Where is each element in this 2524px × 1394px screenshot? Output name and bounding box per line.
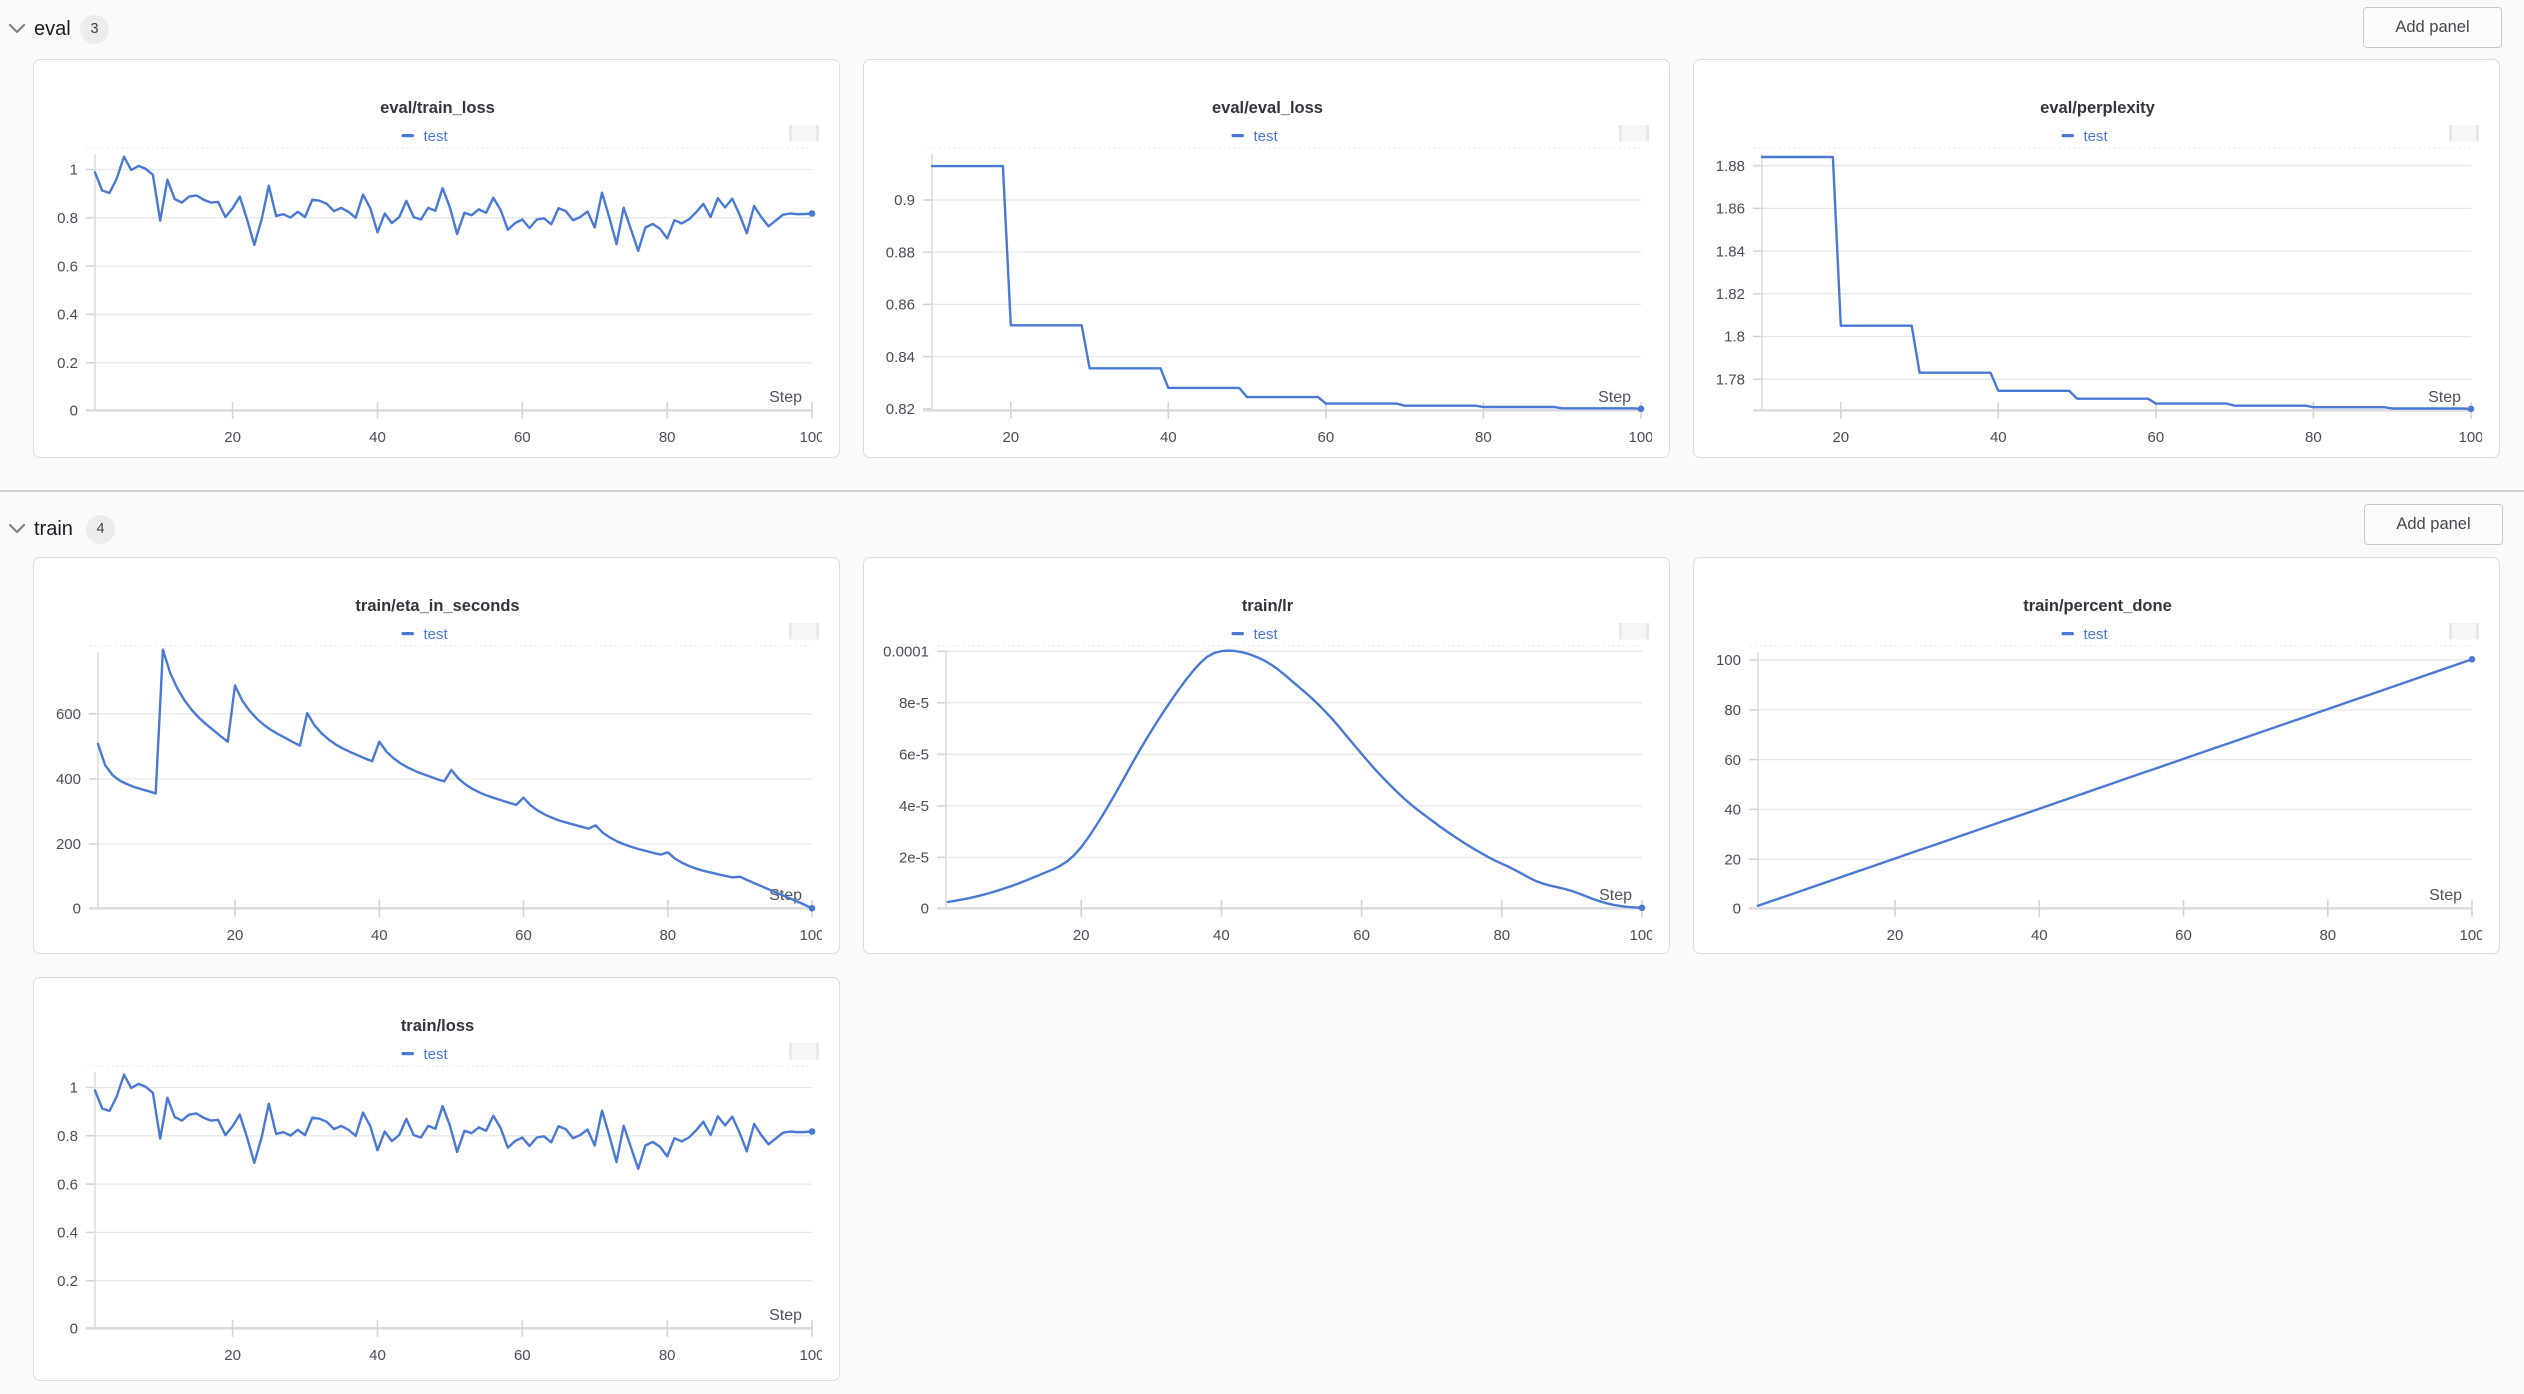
svg-text:100: 100 (799, 927, 822, 944)
svg-text:80: 80 (659, 429, 676, 446)
svg-text:eval/train_loss: eval/train_loss (380, 99, 495, 117)
svg-text:20: 20 (1887, 927, 1904, 944)
svg-text:0.2: 0.2 (57, 1273, 78, 1290)
svg-text:0.2: 0.2 (57, 355, 78, 372)
svg-text:60: 60 (515, 927, 532, 944)
svg-text:test: test (1254, 128, 1279, 145)
svg-text:0.82: 0.82 (886, 401, 915, 418)
svg-text:Step: Step (769, 389, 802, 406)
svg-text:600: 600 (56, 706, 81, 723)
svg-text:0.6: 0.6 (57, 258, 78, 275)
svg-text:4e-5: 4e-5 (899, 798, 929, 815)
svg-text:1.88: 1.88 (1716, 158, 1745, 175)
svg-text:100: 100 (1629, 927, 1652, 944)
svg-text:1.86: 1.86 (1716, 201, 1745, 218)
svg-text:100: 100 (799, 429, 822, 446)
svg-text:1.78: 1.78 (1716, 371, 1745, 388)
svg-text:200: 200 (56, 836, 81, 853)
svg-text:20: 20 (1724, 851, 1741, 868)
svg-text:20: 20 (1002, 429, 1019, 446)
svg-text:Step: Step (1598, 389, 1631, 406)
svg-text:40: 40 (1213, 927, 1230, 944)
svg-text:Step: Step (2428, 389, 2461, 406)
svg-text:60: 60 (2175, 927, 2192, 944)
svg-text:20: 20 (224, 1347, 241, 1364)
svg-text:20: 20 (1832, 429, 1849, 446)
svg-text:20: 20 (227, 927, 244, 944)
svg-text:test: test (424, 1046, 449, 1063)
svg-text:0.4: 0.4 (57, 1225, 78, 1242)
svg-text:80: 80 (1475, 429, 1492, 446)
svg-text:60: 60 (2148, 429, 2165, 446)
svg-text:100: 100 (799, 1347, 822, 1364)
svg-text:1.8: 1.8 (1724, 329, 1745, 346)
svg-text:train/percent_done: train/percent_done (2023, 597, 2172, 615)
svg-text:80: 80 (2319, 927, 2336, 944)
svg-text:100: 100 (1628, 429, 1652, 446)
svg-text:Step: Step (2429, 887, 2462, 904)
svg-text:8e-5: 8e-5 (899, 695, 929, 712)
svg-text:20: 20 (224, 429, 241, 446)
svg-text:test: test (424, 626, 449, 643)
svg-text:40: 40 (2031, 927, 2048, 944)
svg-text:40: 40 (369, 1347, 386, 1364)
svg-text:train/loss: train/loss (401, 1017, 474, 1035)
svg-text:train/eta_in_seconds: train/eta_in_seconds (355, 597, 519, 615)
svg-text:60: 60 (514, 429, 531, 446)
svg-text:1.82: 1.82 (1716, 286, 1745, 303)
svg-text:1: 1 (70, 162, 78, 179)
svg-text:0.8: 0.8 (57, 210, 78, 227)
svg-text:6e-5: 6e-5 (899, 747, 929, 764)
svg-text:80: 80 (1493, 927, 1510, 944)
svg-text:100: 100 (2458, 429, 2482, 446)
svg-text:1: 1 (70, 1080, 78, 1097)
svg-text:0.88: 0.88 (886, 244, 915, 261)
svg-text:0.8: 0.8 (57, 1128, 78, 1145)
svg-text:0.86: 0.86 (886, 297, 915, 314)
svg-text:60: 60 (514, 1347, 531, 1364)
svg-text:1.84: 1.84 (1716, 243, 1745, 260)
svg-text:400: 400 (56, 771, 81, 788)
svg-text:Step: Step (1599, 887, 1632, 904)
svg-text:80: 80 (1724, 702, 1741, 719)
svg-text:0: 0 (73, 901, 81, 918)
svg-text:test: test (2084, 128, 2109, 145)
svg-text:0.4: 0.4 (57, 307, 78, 324)
svg-text:0: 0 (70, 1321, 78, 1338)
svg-text:80: 80 (659, 1347, 676, 1364)
svg-text:0: 0 (1733, 901, 1741, 918)
svg-text:100: 100 (2459, 927, 2482, 944)
svg-text:0.0001: 0.0001 (883, 644, 929, 661)
svg-text:40: 40 (1724, 802, 1741, 819)
svg-text:eval/eval_loss: eval/eval_loss (1212, 99, 1323, 117)
svg-text:train/lr: train/lr (1242, 597, 1294, 615)
svg-text:test: test (424, 128, 449, 145)
svg-text:60: 60 (1318, 429, 1335, 446)
svg-text:80: 80 (2305, 429, 2322, 446)
svg-text:20: 20 (1073, 927, 1090, 944)
svg-text:100: 100 (1716, 652, 1741, 669)
svg-text:2e-5: 2e-5 (899, 850, 929, 867)
svg-text:80: 80 (659, 927, 676, 944)
svg-text:0: 0 (921, 901, 929, 918)
svg-text:eval/perplexity: eval/perplexity (2040, 99, 2155, 117)
svg-text:40: 40 (369, 429, 386, 446)
svg-text:Step: Step (769, 1307, 802, 1324)
svg-text:0.84: 0.84 (886, 349, 915, 366)
svg-text:test: test (2084, 626, 2109, 643)
svg-text:60: 60 (1353, 927, 1370, 944)
svg-text:test: test (1254, 626, 1279, 643)
svg-text:0: 0 (70, 403, 78, 420)
svg-text:60: 60 (1724, 752, 1741, 769)
svg-text:40: 40 (371, 927, 388, 944)
svg-text:40: 40 (1160, 429, 1177, 446)
svg-text:0.9: 0.9 (894, 192, 915, 209)
svg-text:40: 40 (1990, 429, 2007, 446)
svg-text:0.6: 0.6 (57, 1176, 78, 1193)
